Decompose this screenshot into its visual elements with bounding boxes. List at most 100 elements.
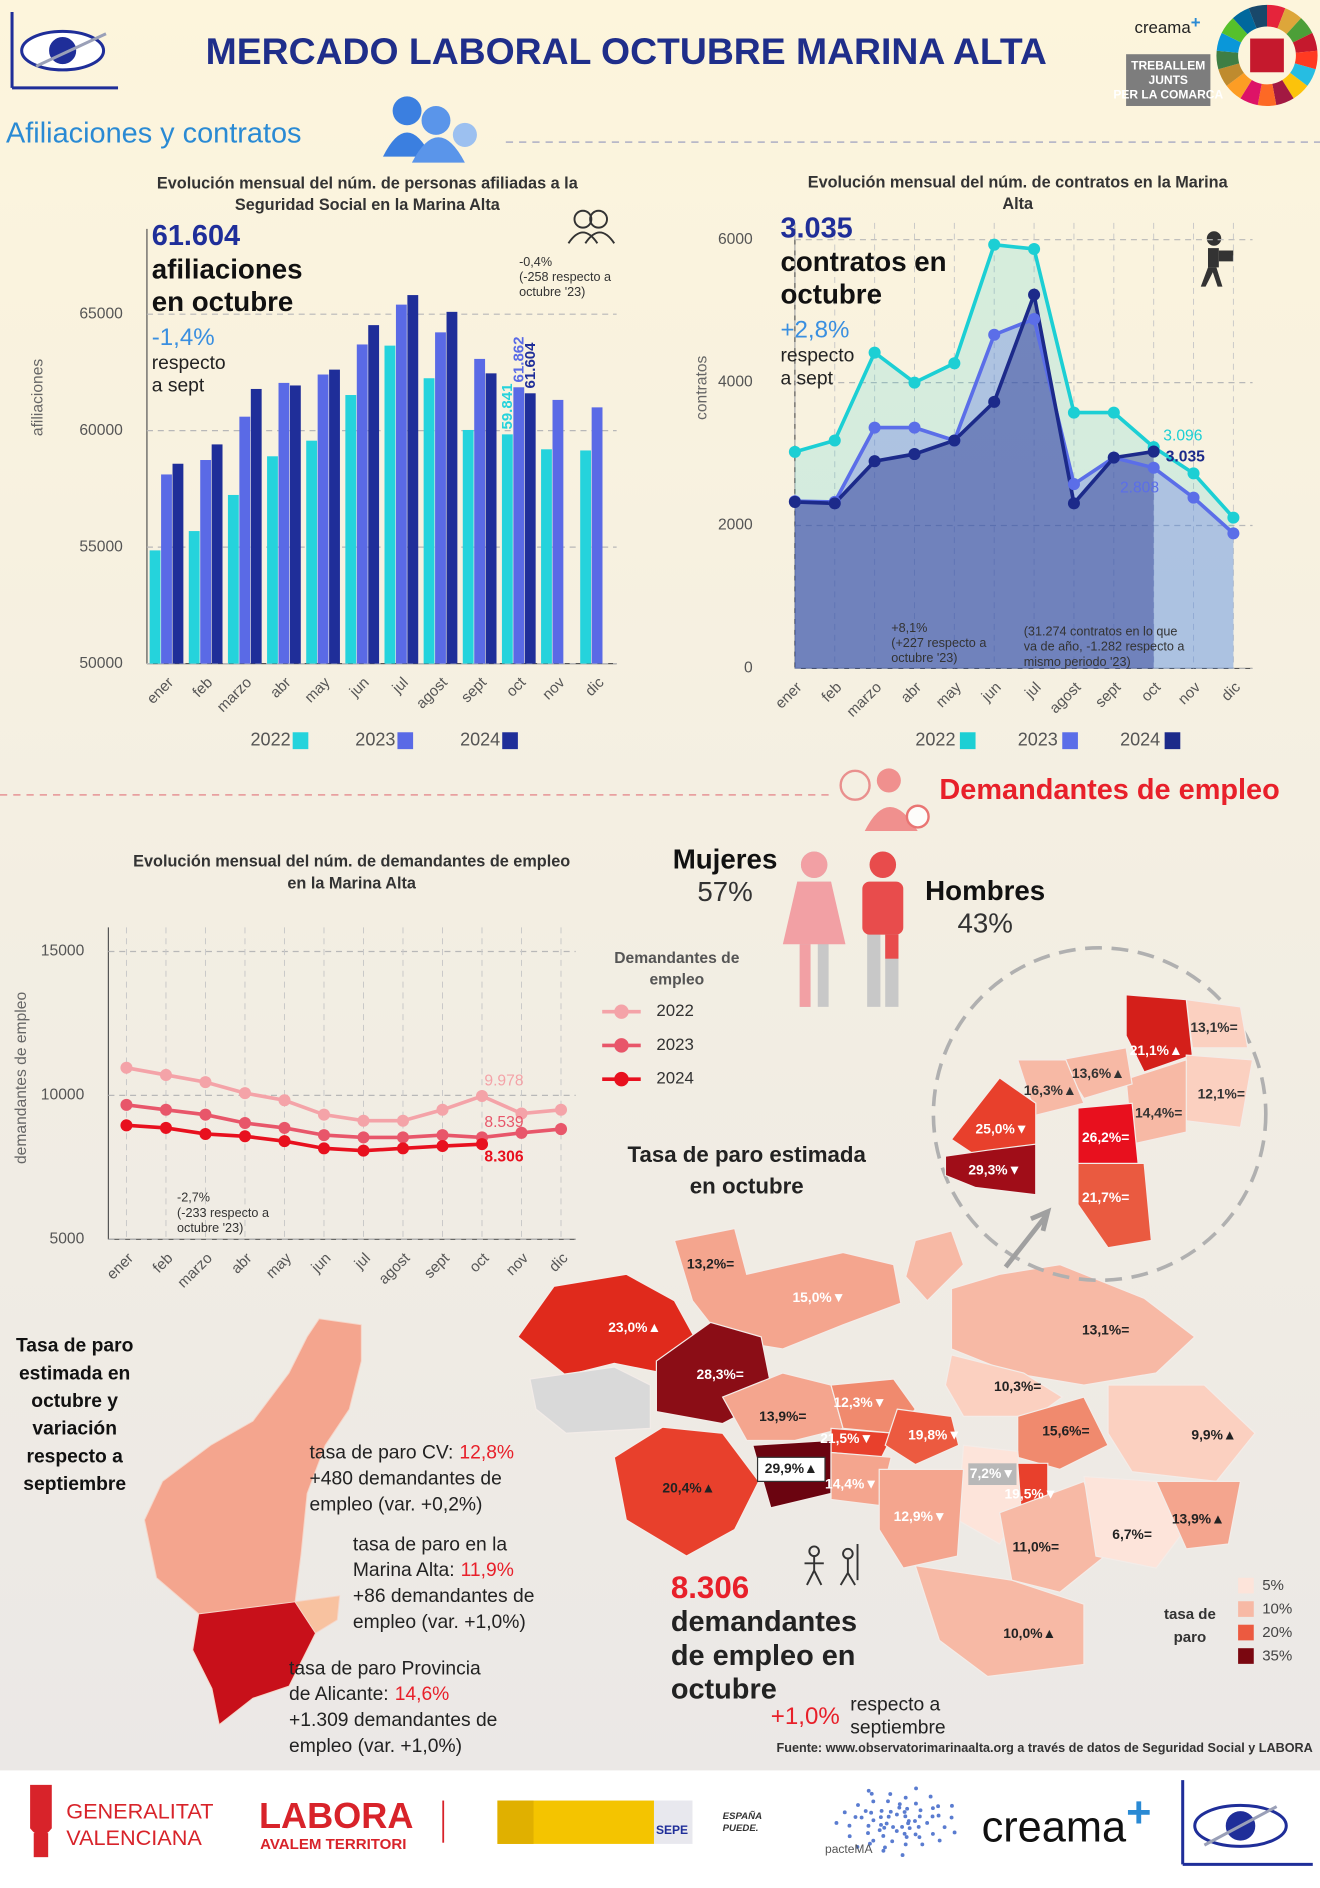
district-label: 13,9%= [759,1408,806,1424]
headline-value: 3.035 [780,213,852,245]
bar [289,385,301,664]
bar [200,460,212,664]
point [948,434,961,447]
pacte-dot [937,1838,942,1843]
district-label: 12,3%▼ [833,1394,886,1410]
line [794,288,1154,508]
district-label: 14,4%▼ [825,1476,878,1492]
district-label: 7,2%▼ [970,1465,1015,1481]
region-rate-line: Marina Alta: 11,9% [353,1560,514,1581]
pacte-dot [869,1810,874,1815]
legend-label: 2023 [1018,729,1058,749]
pacte-dot [883,1845,887,1850]
district-label: 16,3%▲ [1024,1082,1077,1098]
y-tick-label: 65000 [79,305,123,322]
sdg-segment [1240,79,1262,106]
district [884,1408,960,1466]
demand-icon [839,768,930,832]
pacte-dot [930,1814,935,1819]
legend-marker [614,1004,629,1019]
page-title: MERCADO LABORAL OCTUBRE MARINA ALTA [206,30,1047,72]
legend-title: paro [1174,1629,1207,1646]
bar [435,332,446,664]
sdg-segment [1218,63,1244,86]
pacte-dot [905,1806,910,1811]
district-label: 9,9%▲ [1191,1426,1236,1442]
pacte-logo [834,1786,957,1858]
legend-label: 2024 [1120,729,1160,749]
district-label: 10,3%= [994,1378,1041,1394]
y-tick-label: 6000 [718,231,753,248]
legend-swatch [1238,1624,1254,1641]
point [238,1117,251,1130]
pacte-dot [867,1841,872,1846]
line [794,316,1235,535]
footer-logo: creama+ [982,1790,1152,1852]
pacte-dot [903,1795,908,1800]
pacte-dot [886,1799,890,1804]
chart-title: Evolución mensual del núm. de contratos … [808,173,1229,191]
gender-share: 43% [957,907,1012,938]
sdg-segment [1290,63,1316,86]
point [396,1142,410,1155]
district-label: 12,9%▼ [894,1508,947,1524]
sdg-segment [1267,4,1286,29]
chart-title: Alta [1002,195,1034,213]
area [794,294,1154,669]
y-axis-title: contratos [693,355,710,420]
point [868,421,881,434]
point [278,1121,291,1134]
region-text: +480 demandantes de [310,1469,502,1490]
legend-swatch [1238,1601,1254,1617]
district-label: 20,4%▲ [662,1479,715,1495]
district-label: 13,1%= [1082,1322,1129,1338]
pacte-dot [920,1842,925,1847]
point [278,1094,291,1107]
district [1077,1162,1153,1249]
pacte-dot [903,1842,908,1847]
bar [474,358,486,664]
gv-crest [30,1784,52,1858]
pacte-dot [902,1831,907,1836]
pacte-dot [894,1812,899,1817]
point [1067,478,1080,491]
point [1107,451,1120,464]
point [1028,312,1041,326]
chart-title: Evolución mensual del núm. de personas a… [157,175,579,193]
region-label: tasa de paro CV: [310,1443,454,1464]
sdg-segment [1286,18,1313,43]
district-label: 13,6%▲ [1072,1065,1125,1081]
bar [329,369,340,664]
spain-logos [497,1800,693,1844]
point [120,1119,133,1132]
region-rate-line: de Alicante: 14,6% [289,1684,449,1705]
pacte-dot [916,1825,921,1829]
bar [161,474,172,664]
badge-text: TREBALLEM [1131,58,1205,72]
pacte-dot [881,1848,886,1853]
sdg-segment [1272,79,1294,106]
y-axis-title: afiliaciones [30,359,47,437]
footer-text: LABORA [259,1795,414,1836]
bar [368,325,380,664]
pacte-dot [925,1821,930,1825]
point [1147,445,1160,458]
point [317,1129,330,1142]
people-icon [382,96,477,163]
regions-title: respecto a [26,1446,123,1467]
point-value-label: 3.096 [1163,427,1202,444]
annotation: (-233 respecto a [177,1206,270,1220]
pacte-dot [891,1825,895,1829]
district-label: 21,1%▲ [1130,1042,1183,1058]
point [788,445,801,458]
y-tick-label: 0 [744,660,753,677]
point [868,346,881,359]
district [944,1143,1037,1196]
legend-marker [614,1071,629,1087]
point [396,1114,410,1127]
point [475,1138,489,1151]
district-label: 11,0%= [1012,1538,1059,1554]
bar [485,373,497,664]
footer-text: PUEDE. [723,1823,759,1834]
bar-value-label: 59.841 [499,384,516,430]
